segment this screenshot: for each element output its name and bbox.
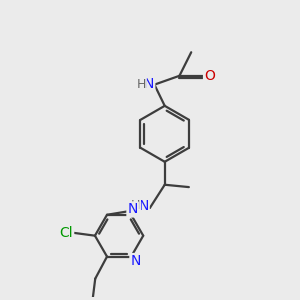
Text: N: N <box>144 77 154 91</box>
Text: N: N <box>138 199 149 213</box>
Text: Cl: Cl <box>60 226 73 240</box>
Text: N: N <box>130 254 141 268</box>
Text: O: O <box>204 69 215 83</box>
Text: N: N <box>128 202 138 217</box>
Text: H: H <box>136 77 146 91</box>
Text: H: H <box>130 200 140 212</box>
